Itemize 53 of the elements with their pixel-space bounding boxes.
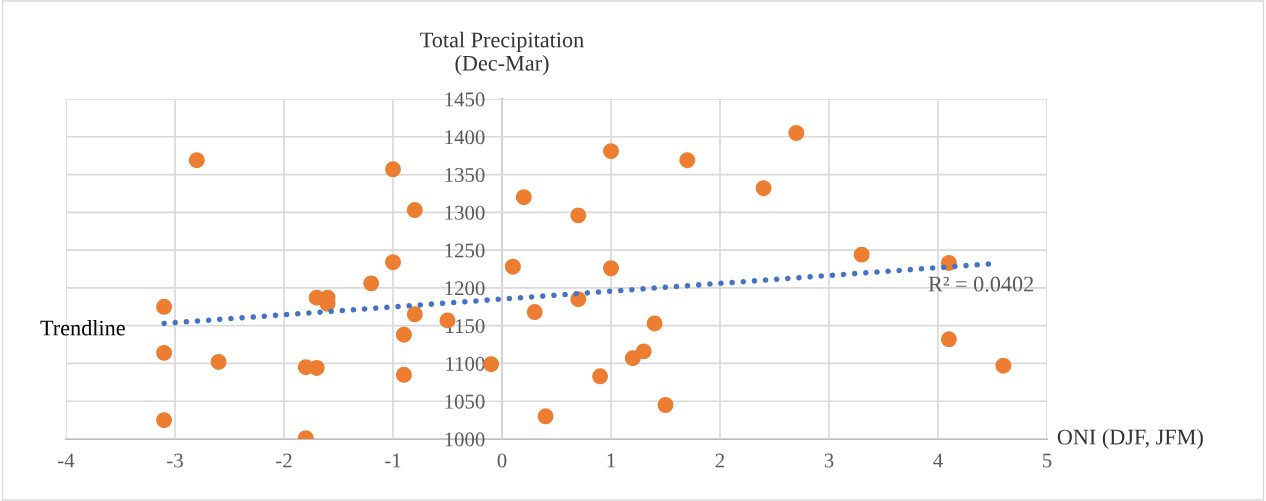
y-tick-label: 1200 <box>445 281 485 296</box>
point <box>526 304 543 321</box>
annotation: R² = 0.0402 <box>928 276 1034 292</box>
point <box>504 258 521 275</box>
point <box>385 254 401 271</box>
point <box>156 298 173 315</box>
point <box>570 207 587 224</box>
point <box>624 350 641 367</box>
point <box>679 152 696 169</box>
x-tick-label: -4 <box>58 453 75 468</box>
y-tick-label: 1250 <box>445 243 485 258</box>
y-tick-label: 1300 <box>445 205 485 220</box>
point <box>853 246 870 263</box>
x-tick-label: 3 <box>824 453 834 468</box>
x-tick-label: 2 <box>715 453 725 468</box>
x-axis-title: ONI (DJF, JFM) <box>1057 428 1203 450</box>
x-tick-label: -3 <box>167 453 183 468</box>
x-tick-label: 5 <box>1043 453 1052 468</box>
x-tick-label: 0 <box>497 453 507 468</box>
point <box>995 357 1012 374</box>
point <box>156 344 173 361</box>
y-axis-title: Total Precipitation (Dec-Mar) <box>420 31 584 76</box>
point <box>308 359 325 376</box>
x-tick-label: 1 <box>607 453 615 468</box>
point <box>755 180 772 197</box>
point <box>406 202 423 219</box>
point <box>363 275 380 292</box>
point <box>788 125 805 141</box>
point <box>635 343 652 360</box>
point <box>406 306 423 323</box>
point <box>603 143 619 160</box>
point <box>515 189 532 206</box>
point <box>188 152 205 169</box>
point <box>385 161 401 178</box>
point <box>395 326 412 343</box>
y-tick-label: 1400 <box>445 130 485 145</box>
point <box>657 397 674 413</box>
point <box>537 408 554 425</box>
y-tick-label: 1450 <box>445 92 485 107</box>
annotation: Trendline <box>40 319 125 336</box>
x-tick-label: -2 <box>276 453 292 468</box>
x-tick-label: -1 <box>385 453 401 468</box>
point <box>592 368 609 385</box>
y-tick-label: 1000 <box>445 432 485 447</box>
point <box>210 353 227 370</box>
point <box>395 366 412 383</box>
y-tick-label: 1050 <box>445 394 485 409</box>
point <box>646 315 663 332</box>
y-tick-label: 1350 <box>445 167 485 182</box>
point <box>603 260 619 277</box>
point <box>940 331 957 348</box>
x-tick-label: 4 <box>933 453 943 468</box>
point <box>156 412 173 429</box>
